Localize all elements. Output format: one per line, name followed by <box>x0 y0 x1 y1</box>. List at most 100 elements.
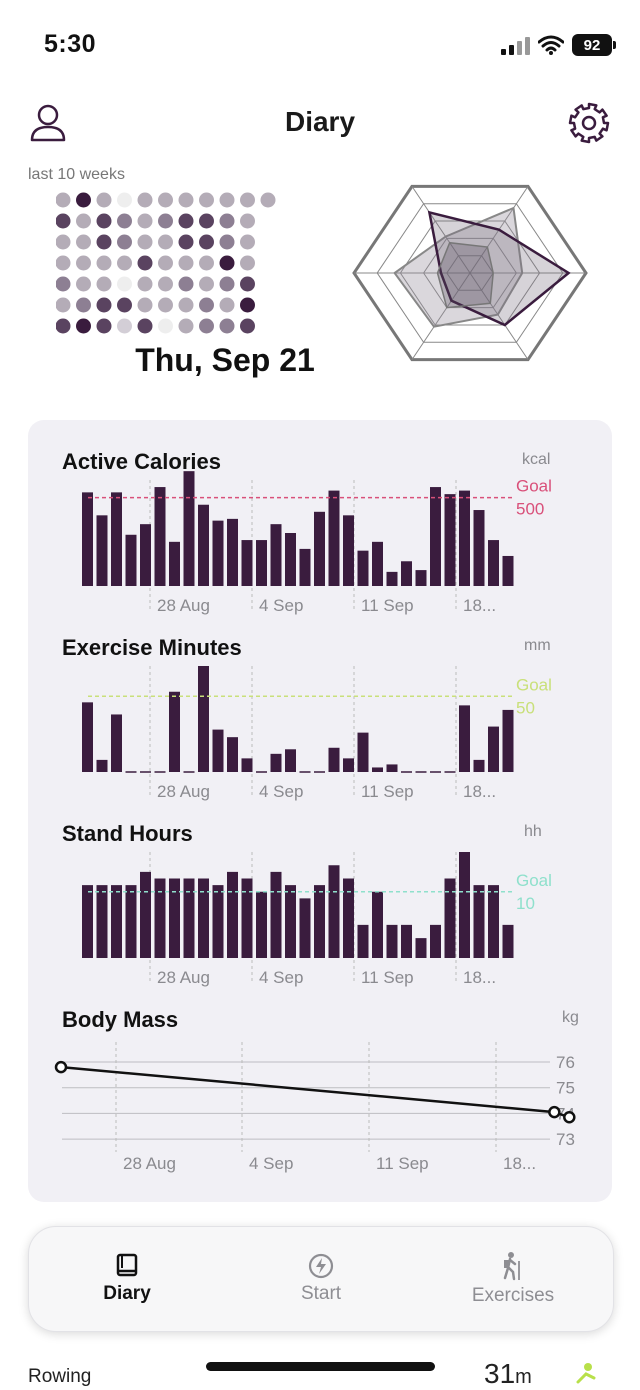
day-dot <box>117 276 132 292</box>
chart-bar <box>386 764 398 772</box>
chart-bar <box>82 702 93 772</box>
day-dot <box>219 255 235 271</box>
day-dot <box>76 276 91 292</box>
chart-bar <box>285 749 296 772</box>
chart-bar <box>140 524 151 586</box>
settings-button[interactable] <box>566 100 612 146</box>
day-dot <box>219 276 235 292</box>
status-bar: 5:30 92 <box>0 0 640 90</box>
day-dot <box>178 255 194 271</box>
chart-bar <box>270 753 282 772</box>
chart-bar <box>343 515 354 586</box>
day-dot <box>56 255 71 271</box>
chart-bar <box>430 487 441 586</box>
goal-label: Goal <box>516 675 552 694</box>
x-tick-label: 4 Sep <box>259 596 303 615</box>
day-dot <box>240 276 255 292</box>
x-tick-label: 18... <box>463 782 496 801</box>
day-dot <box>96 318 112 334</box>
chart-title-active-calories: Active Calories <box>62 449 221 474</box>
weeks-label: last 10 weeks <box>28 166 125 183</box>
chart-bar <box>401 561 412 586</box>
mass-point <box>563 1111 576 1124</box>
chart-bar <box>401 924 412 958</box>
chart-bar <box>212 885 224 958</box>
chart-bar <box>169 878 180 958</box>
activity-dot-grid[interactable] <box>56 192 286 337</box>
gear-hole <box>581 115 597 131</box>
chart-bar <box>299 548 311 586</box>
status-time: 5:30 <box>44 30 97 58</box>
chart-bar <box>415 938 427 958</box>
person-icon <box>30 104 66 142</box>
chart-bar <box>328 865 340 958</box>
chart-unit-body-mass: kg <box>562 1009 579 1026</box>
chart-bar <box>343 878 354 958</box>
exercise-value-unit: m <box>515 1366 532 1388</box>
rower-icon <box>576 1363 596 1384</box>
day-dot <box>76 192 91 208</box>
chart-bar <box>314 511 325 586</box>
chart-bar <box>372 891 383 958</box>
goal-value: 50 <box>516 698 535 717</box>
mass-y-tick: 76 <box>556 1053 575 1072</box>
chart-bar <box>111 714 122 772</box>
day-dot <box>137 192 153 208</box>
day-dot <box>158 255 173 271</box>
x-tick-label: 18... <box>463 968 496 987</box>
tab-bar: Diary Start Exercises <box>28 1226 614 1332</box>
wifi-icon <box>538 35 564 55</box>
chart-bar <box>502 924 514 958</box>
tab-label-diary: Diary <box>103 1283 151 1304</box>
chart-title-stand-hours: Stand Hours <box>62 821 193 846</box>
day-dot <box>137 255 153 271</box>
chart-bar <box>241 758 253 772</box>
x-tick-label: 11 Sep <box>361 968 414 987</box>
bolt-icon <box>308 1253 334 1279</box>
chart-bar <box>96 515 108 586</box>
radar-chart[interactable] <box>352 170 588 376</box>
tab-exercises[interactable]: Exercises <box>423 1227 603 1331</box>
chart-bar <box>488 726 499 772</box>
day-dot <box>76 318 91 334</box>
day-dot <box>199 297 214 313</box>
chart-title-exercise-minutes: Exercise Minutes <box>62 635 242 660</box>
mass-x-tick: 18... <box>503 1154 536 1173</box>
day-dot <box>76 234 91 250</box>
exercise-row-value: 31m <box>484 1358 532 1390</box>
chart-bar <box>82 885 93 958</box>
chart-bar <box>357 550 369 586</box>
radar-series-current <box>427 210 571 327</box>
chart-bar <box>227 737 238 772</box>
day-dot <box>219 234 235 250</box>
day-dot <box>76 213 91 229</box>
chart-bar <box>256 540 267 586</box>
chart-bar <box>96 759 108 772</box>
chart-bar <box>473 759 485 772</box>
exercise-row-label[interactable]: Rowing <box>28 1366 92 1387</box>
chart-bar <box>270 871 282 958</box>
hiker-icon <box>503 1252 520 1281</box>
chart-bar <box>488 540 499 586</box>
chart-bar <box>285 533 296 586</box>
day-dot <box>158 276 173 292</box>
cellular-signal-icon <box>501 35 530 55</box>
chart-unit-stand-hours: hh <box>524 823 542 840</box>
mass-x-tick: 4 Sep <box>249 1154 293 1173</box>
chart-bar <box>459 852 470 958</box>
chart-bar <box>502 709 514 772</box>
chart-bar <box>386 924 398 958</box>
tab-diary[interactable]: Diary <box>37 1227 217 1331</box>
chart-bar <box>183 471 195 586</box>
chart-bar <box>125 534 137 586</box>
day-dot <box>178 213 194 229</box>
chart-bar <box>444 494 456 586</box>
tab-start[interactable]: Start <box>231 1227 411 1331</box>
charts-card: Goal 500 28 Aug 4 Sep 11 Sep 18... Goal 50 28 Au… <box>28 420 612 1202</box>
day-dot <box>240 213 255 229</box>
profile-button[interactable] <box>28 102 68 144</box>
day-dot <box>76 255 91 271</box>
day-dot <box>56 234 71 250</box>
exercise-value-number: 31 <box>484 1358 516 1389</box>
day-dot <box>76 297 91 313</box>
